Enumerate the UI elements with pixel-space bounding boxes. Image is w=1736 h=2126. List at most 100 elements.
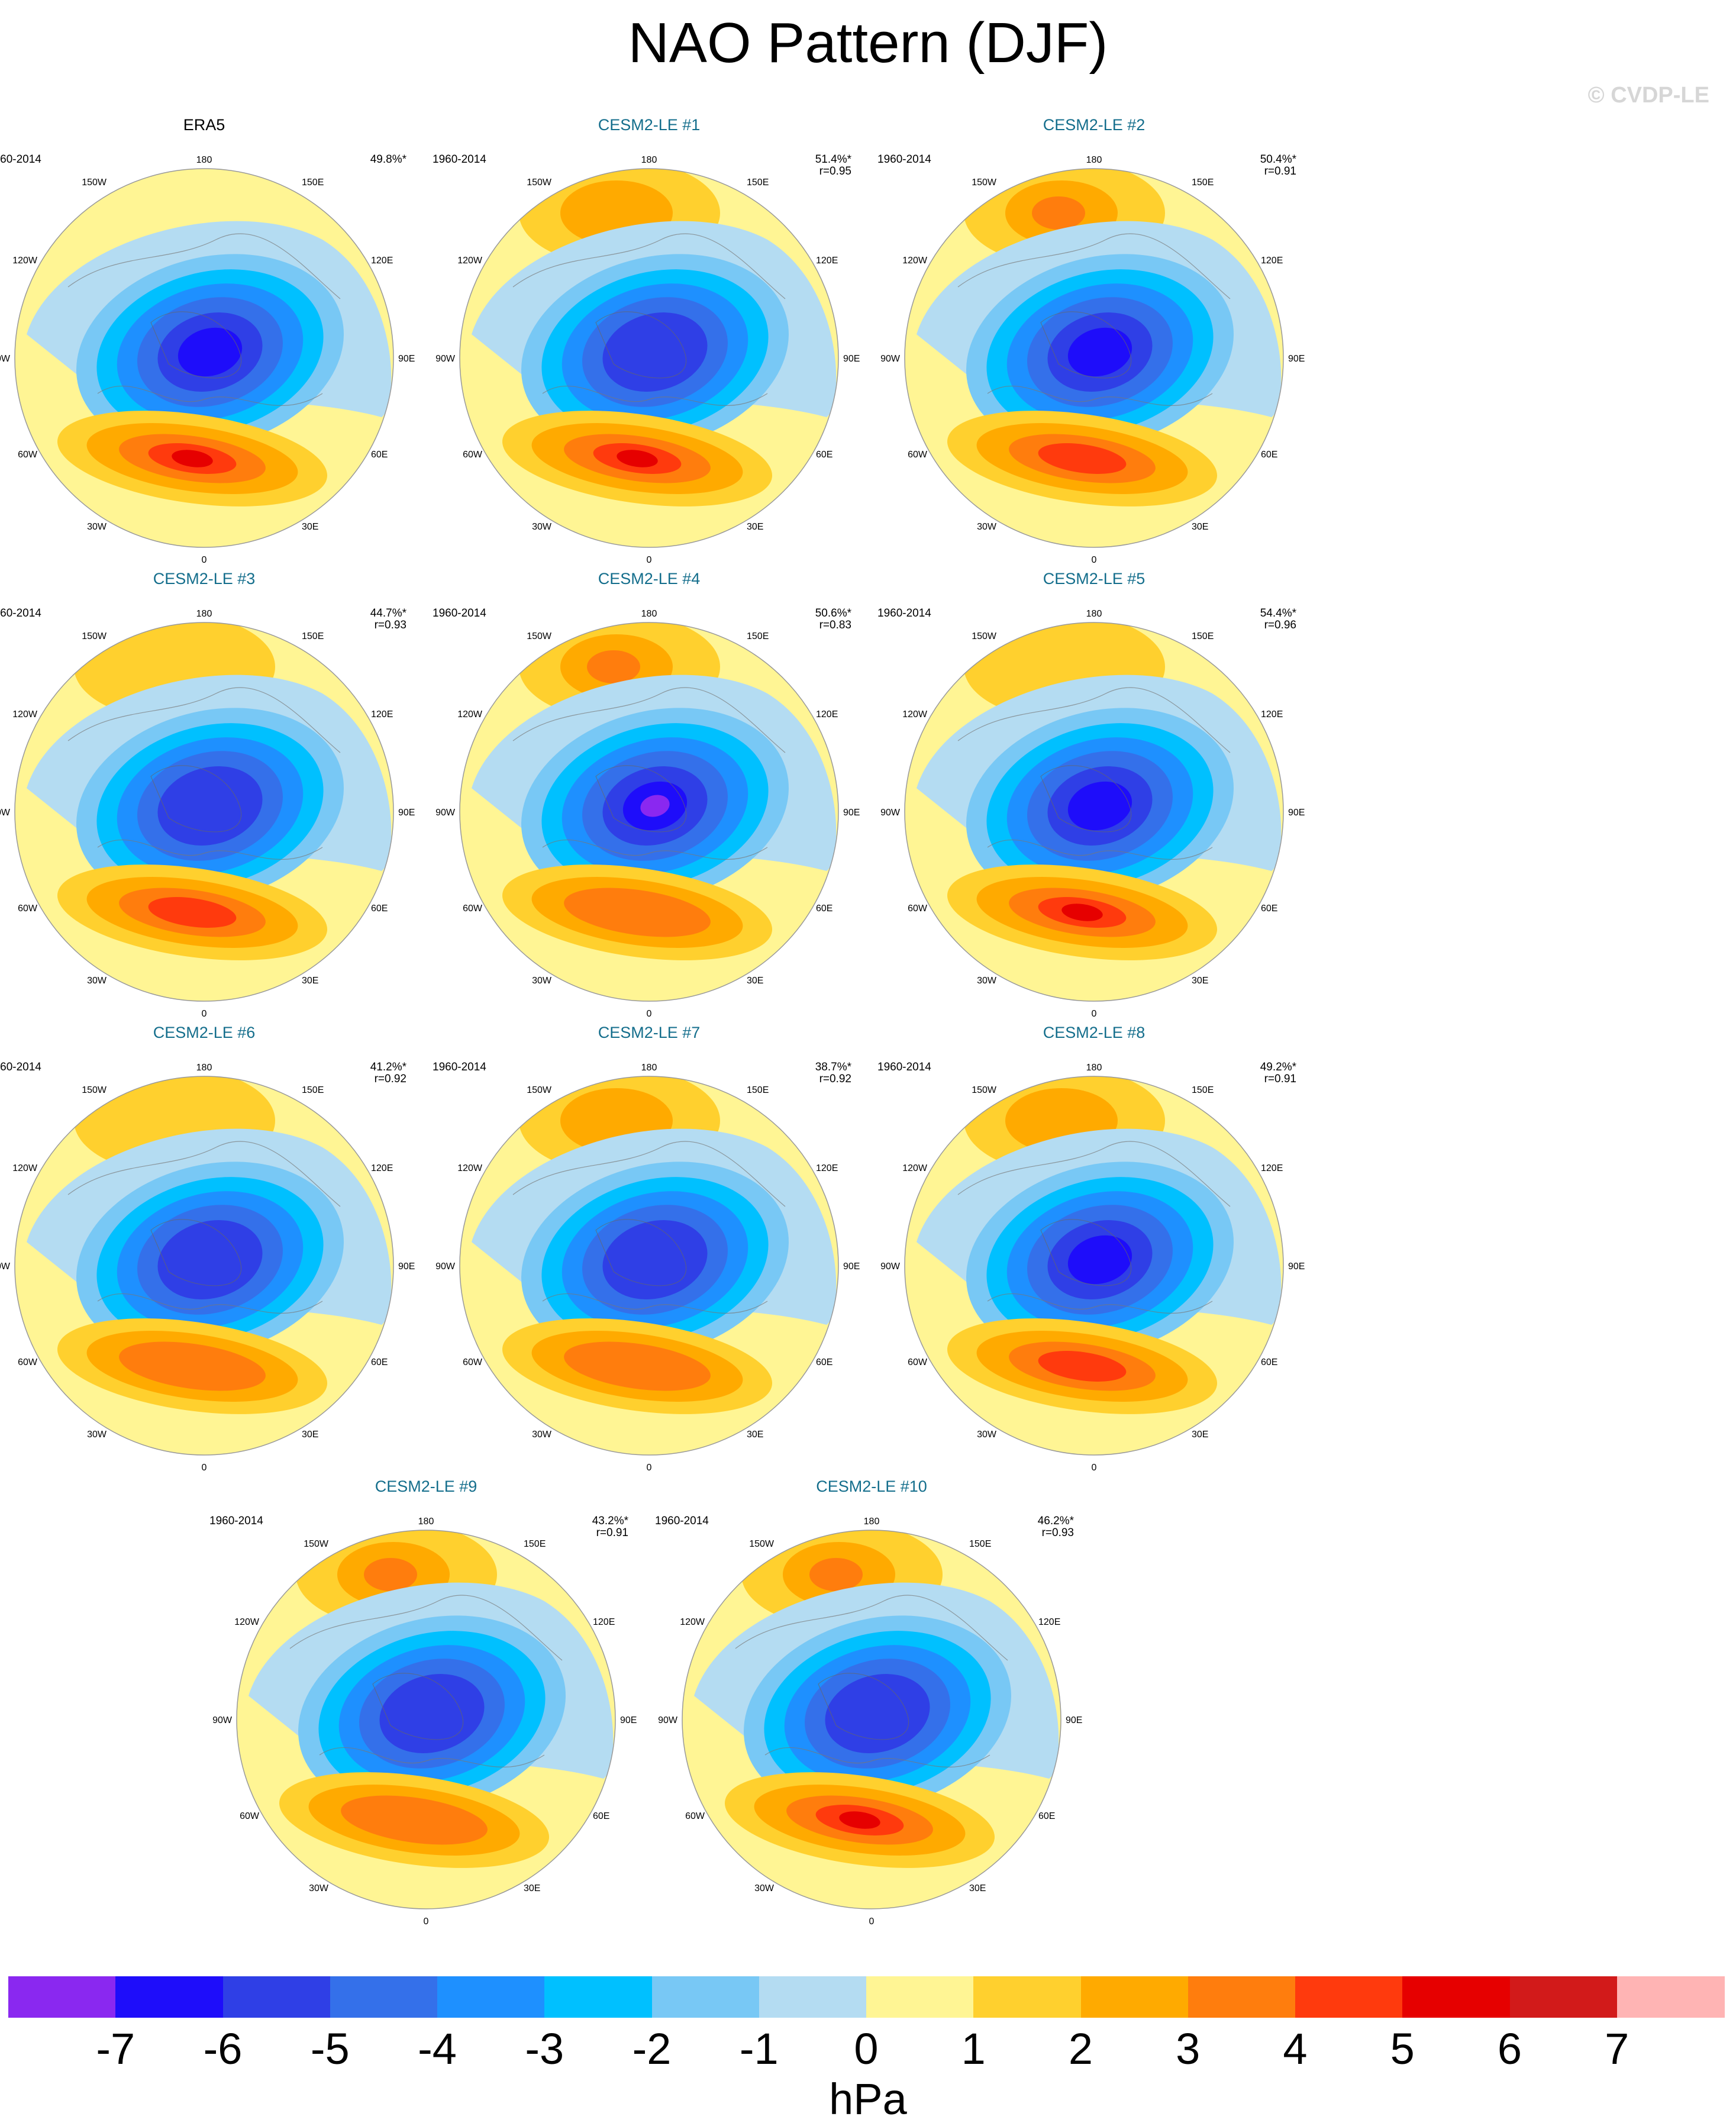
- longitude-label: 90E: [398, 1262, 415, 1272]
- panel-title: ERA5: [183, 116, 225, 134]
- panel-period: 1960-2014: [877, 607, 931, 620]
- polar-map: 180 0 150W 150E 120W 120E 90W 90E 60W 60E 30W 30E: [658, 1517, 1082, 1927]
- panel-correlation: r=0.83: [819, 619, 851, 631]
- longitude-label: 60W: [463, 904, 483, 914]
- longitude-label: 150W: [527, 1085, 552, 1095]
- colorbar-tick-label: -2: [632, 2024, 672, 2073]
- longitude-label: 90E: [843, 354, 860, 364]
- colorbar-tick-label: 3: [1176, 2024, 1201, 2073]
- longitude-label: 150E: [747, 178, 769, 188]
- map-panel: 180 0 150W 150E 120W 120E 90W 90E 60W 60E 30W 30E CE…: [875, 115, 1313, 565]
- colorbar-tick-label: 6: [1497, 2024, 1522, 2073]
- panel-correlation: r=0.92: [819, 1073, 851, 1085]
- longitude-label: 30W: [977, 976, 997, 986]
- longitude-label: 120W: [902, 1163, 928, 1173]
- longitude-label: 150W: [972, 1085, 997, 1095]
- colorbar-swatch: [1080, 1976, 1189, 2018]
- longitude-label: 30E: [302, 1430, 318, 1440]
- longitude-label: 30W: [309, 1883, 329, 1893]
- map-panel: 180 0 150W 150E 120W 120E 90W 90E 60W 60E 30W 30E CE…: [430, 1023, 868, 1473]
- panel-title: CESM2-LE #7: [598, 1024, 701, 1041]
- longitude-label: 180: [641, 609, 657, 619]
- longitude-label: 150W: [527, 178, 552, 188]
- longitude-label: 120E: [816, 709, 838, 720]
- panel-percent-variance: 46.2%*: [1037, 1515, 1074, 1527]
- longitude-label: 180: [196, 609, 212, 619]
- colorbar-swatch: [330, 1976, 438, 2018]
- longitude-label: 180: [641, 155, 657, 165]
- panel-percent-variance: 43.2%*: [592, 1515, 628, 1527]
- longitude-label: 90W: [0, 1262, 11, 1272]
- longitude-label: 120W: [457, 1163, 483, 1173]
- longitude-label: 90W: [435, 808, 456, 818]
- longitude-label: 30E: [747, 976, 763, 986]
- polar-map: 180 0 150W 150E 120W 120E 90W 90E 60W 60E 30W 30E: [880, 609, 1305, 1019]
- longitude-label: 120E: [1261, 256, 1283, 266]
- longitude-label: 150E: [747, 1085, 769, 1095]
- longitude-label: 120W: [12, 709, 38, 720]
- longitude-label: 60W: [18, 1357, 38, 1367]
- longitude-label: 60E: [371, 904, 388, 914]
- longitude-label: 60E: [1261, 904, 1277, 914]
- longitude-label: 150W: [527, 631, 552, 641]
- polar-map: 180 0 150W 150E 120W 120E 90W 90E 60W 60E 30W 30E: [212, 1517, 637, 1927]
- map-panel: 180 0 150W 150E 120W 120E 90W 90E 60W 60E 30W 30E ER…: [0, 115, 423, 565]
- colorbar-tick-label: -7: [96, 2024, 135, 2073]
- longitude-label: 30W: [532, 1430, 552, 1440]
- longitude-label: 30E: [1192, 1430, 1208, 1440]
- panel-percent-variance: 38.7%*: [815, 1061, 851, 1073]
- longitude-label: 0: [202, 555, 207, 565]
- longitude-label: 180: [196, 155, 212, 165]
- longitude-label: 150E: [302, 178, 324, 188]
- polar-map: 180 0 150W 150E 120W 120E 90W 90E 60W 60E 30W 30E: [880, 1063, 1305, 1473]
- longitude-label: 120E: [371, 709, 393, 720]
- longitude-label: 150W: [972, 178, 997, 188]
- longitude-label: 120E: [1261, 709, 1283, 720]
- colorbar-tick-label: 5: [1390, 2024, 1415, 2073]
- colorbar-swatch: [1402, 1976, 1510, 2018]
- longitude-label: 0: [424, 1917, 429, 1927]
- longitude-label: 0: [1092, 1463, 1097, 1473]
- panel-period: 1960-2014: [877, 153, 931, 166]
- longitude-label: 0: [1092, 555, 1097, 565]
- longitude-label: 150E: [524, 1539, 546, 1549]
- panel-period: 1960-2014: [433, 1061, 486, 1073]
- panel-correlation: r=0.91: [596, 1527, 628, 1539]
- longitude-label: 180: [196, 1063, 212, 1073]
- map-panel: 180 0 150W 150E 120W 120E 90W 90E 60W 60E 30W 30E CE…: [430, 569, 868, 1019]
- longitude-label: 90E: [843, 1262, 860, 1272]
- panel-title: CESM2-LE #9: [375, 1477, 477, 1495]
- longitude-label: 90E: [398, 354, 415, 364]
- longitude-label: 30E: [302, 976, 318, 986]
- panel-title: CESM2-LE #2: [1043, 116, 1145, 134]
- page-title: NAO Pattern (DJF): [628, 11, 1108, 75]
- longitude-label: 120W: [902, 256, 928, 266]
- longitude-label: 120W: [12, 256, 38, 266]
- colorbar: [8, 1976, 1725, 2018]
- longitude-label: 30E: [747, 522, 763, 532]
- polar-map: 180 0 150W 150E 120W 120E 90W 90E 60W 60E 30W 30E: [435, 1063, 860, 1473]
- longitude-label: 30E: [524, 1883, 540, 1893]
- longitude-label: 150E: [1192, 178, 1214, 188]
- panel-correlation: r=0.96: [1264, 619, 1296, 631]
- longitude-label: 30W: [532, 976, 552, 986]
- longitude-label: 30E: [1192, 522, 1208, 532]
- colorbar-swatch: [115, 1976, 223, 2018]
- longitude-label: 60W: [18, 904, 38, 914]
- polar-map: 180 0 150W 150E 120W 120E 90W 90E 60W 60E 30W 30E: [0, 155, 415, 565]
- longitude-label: 60E: [593, 1811, 609, 1821]
- colorbar-swatch: [1188, 1976, 1296, 2018]
- map-panel: 180 0 150W 150E 120W 120E 90W 90E 60W 60E 30W 30E CE…: [207, 1477, 645, 1927]
- panel-period: 1960-2014: [209, 1515, 263, 1527]
- longitude-label: 150W: [304, 1539, 329, 1549]
- longitude-label: 120E: [593, 1617, 615, 1627]
- longitude-label: 60E: [816, 1357, 832, 1367]
- longitude-label: 90W: [435, 1262, 456, 1272]
- longitude-label: 90E: [1288, 808, 1305, 818]
- longitude-label: 90W: [0, 354, 11, 364]
- panel-period: 1960-2014: [877, 1061, 931, 1073]
- longitude-label: 0: [647, 1009, 652, 1019]
- colorbar-swatch: [866, 1976, 974, 2018]
- panel-period: 1960-2014: [0, 153, 41, 166]
- longitude-label: 120E: [1038, 1617, 1060, 1627]
